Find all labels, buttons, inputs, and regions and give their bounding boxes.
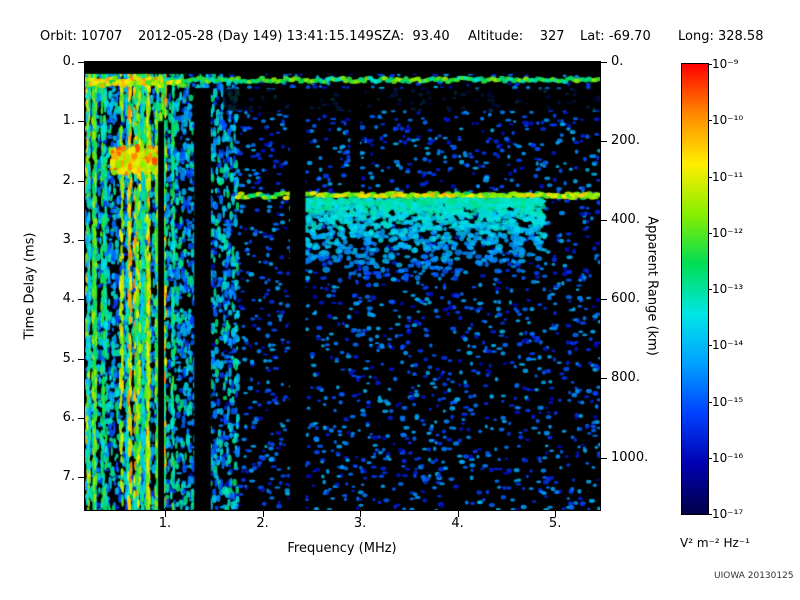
datetime-value: 2012-05-28 (Day 149) 13:41:15.149 bbox=[138, 29, 374, 44]
colorbar-unit: V² m⁻² Hz⁻¹ bbox=[680, 536, 750, 550]
range-tick-mark bbox=[601, 457, 607, 459]
time-delay-tick-label: 6. bbox=[62, 410, 75, 426]
sza-value: SZA: 93.40 bbox=[374, 29, 450, 44]
range-tick-label: 200. bbox=[611, 133, 640, 149]
colorbar-tick-mark bbox=[708, 345, 712, 347]
colorbar-tick-mark bbox=[708, 176, 712, 178]
colorbar-tick-mark bbox=[708, 457, 712, 459]
colorbar-tick-label: 10⁻¹¹ bbox=[712, 169, 744, 184]
range-tick-mark bbox=[601, 299, 607, 301]
time-delay-tick-label: 2. bbox=[62, 172, 75, 188]
range-tick-mark bbox=[601, 141, 607, 143]
frequency-tick-mark bbox=[555, 511, 557, 517]
frequency-tick-mark bbox=[360, 511, 362, 517]
colorbar-tick-mark bbox=[708, 289, 712, 290]
time-delay-tick-mark bbox=[78, 62, 84, 63]
latitude-value: Lat: -69.70 bbox=[580, 29, 651, 44]
longitude-value: Long: 328.58 bbox=[678, 29, 764, 44]
time-delay-tick-mark bbox=[78, 180, 84, 182]
time-delay-tick-mark bbox=[78, 121, 84, 123]
orbit-value: Orbit: 10707 bbox=[40, 29, 123, 44]
range-tick-mark bbox=[601, 378, 607, 380]
frequency-tick-label: 5. bbox=[548, 516, 562, 531]
time-delay-tick-mark bbox=[78, 418, 84, 420]
frequency-tick-mark bbox=[164, 511, 166, 517]
colorbar-tick-label: 10⁻¹⁷ bbox=[712, 507, 744, 521]
x-axis-label: Frequency (MHz) bbox=[287, 541, 397, 556]
time-delay-tick-label: 5. bbox=[62, 350, 75, 366]
frequency-tick-mark bbox=[457, 511, 459, 517]
colorbar-tick-mark bbox=[708, 232, 712, 234]
time-delay-tick-label: 7. bbox=[62, 469, 75, 485]
frequency-tick-mark bbox=[262, 511, 264, 517]
altitude-value: Altitude: 327 bbox=[468, 29, 565, 44]
time-delay-tick-label: 1. bbox=[62, 113, 75, 129]
colorbar-tick-label: 10⁻¹⁴ bbox=[712, 338, 744, 353]
time-delay-tick-mark bbox=[78, 299, 84, 301]
colorbar-tick-label: 10⁻¹⁰ bbox=[712, 113, 744, 128]
frequency-tick-label: 2. bbox=[256, 516, 269, 531]
colorbar-tick-mark bbox=[708, 514, 712, 515]
colorbar-tick-mark bbox=[708, 401, 712, 403]
time-delay-tick-mark bbox=[78, 477, 84, 479]
credit-text: UIOWA 20130125 bbox=[714, 571, 794, 581]
range-tick-mark bbox=[601, 62, 607, 63]
range-tick-label: 400. bbox=[611, 212, 640, 228]
time-delay-tick-label: 4. bbox=[62, 291, 75, 307]
frequency-tick-label: 4. bbox=[451, 516, 464, 531]
colorbar-tick-label: 10⁻⁹ bbox=[712, 57, 739, 71]
time-delay-tick-label: 0. bbox=[62, 54, 75, 69]
range-tick-mark bbox=[601, 220, 607, 222]
spectrogram-canvas bbox=[85, 62, 600, 510]
colorbar-tick-label: 10⁻¹² bbox=[712, 225, 744, 240]
frequency-tick-label: 1. bbox=[158, 516, 172, 531]
y-axis-label-right: Apparent Range (km) bbox=[644, 216, 660, 356]
range-tick-label: 800. bbox=[611, 370, 640, 386]
colorbar-tick-mark bbox=[708, 120, 712, 122]
time-delay-tick-mark bbox=[78, 358, 84, 360]
time-delay-tick-label: 3. bbox=[62, 232, 75, 247]
range-tick-label: 600. bbox=[611, 291, 640, 307]
y-axis-label-left: Time Delay (ms) bbox=[22, 232, 38, 340]
colorbar-tick-label: 10⁻¹³ bbox=[712, 282, 744, 296]
time-delay-tick-mark bbox=[78, 240, 84, 241]
colorbar-gradient bbox=[682, 64, 708, 514]
colorbar bbox=[681, 63, 709, 515]
colorbar-tick-mark bbox=[708, 64, 712, 65]
colorbar-tick-label: 10⁻¹⁵ bbox=[712, 394, 744, 409]
range-tick-label: 0. bbox=[611, 54, 624, 69]
range-tick-label: 1000. bbox=[611, 449, 649, 465]
plot-area bbox=[84, 61, 601, 511]
frequency-tick-label: 3. bbox=[353, 516, 367, 531]
colorbar-tick-label: 10⁻¹⁶ bbox=[712, 450, 744, 465]
